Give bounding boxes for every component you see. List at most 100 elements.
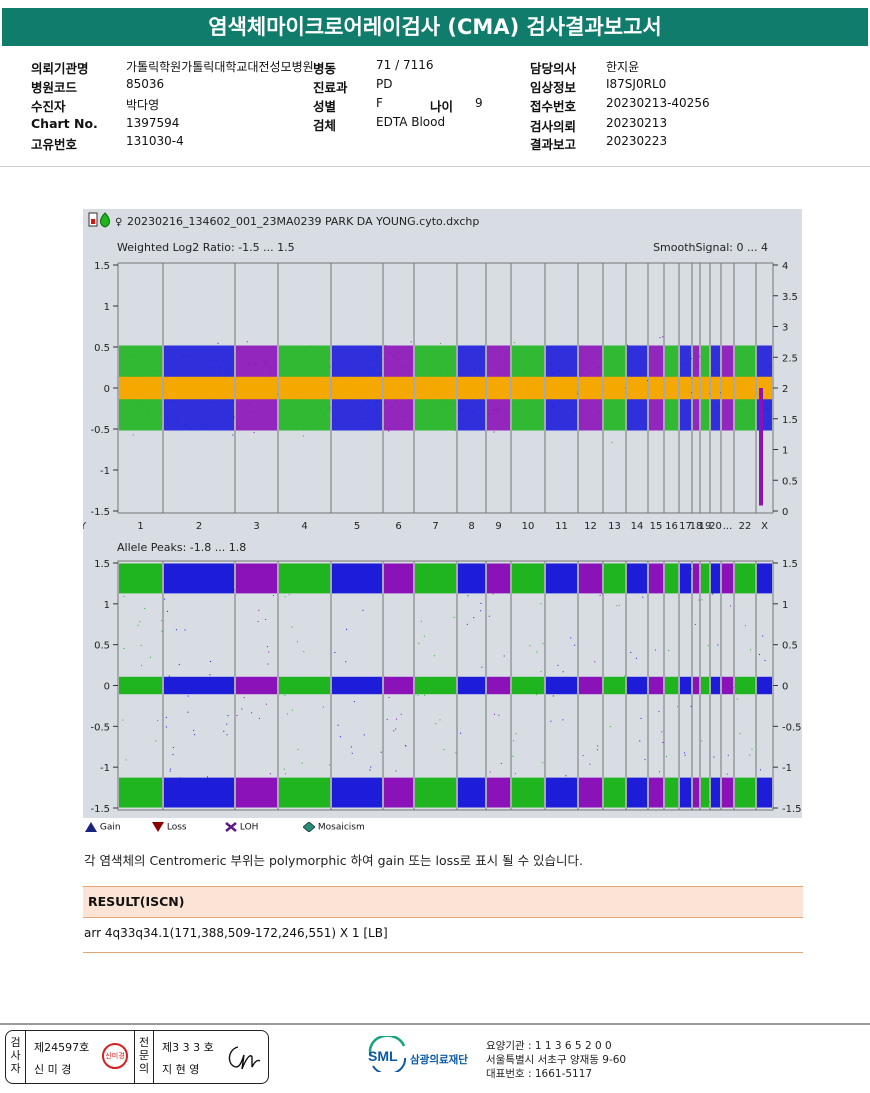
tick-label: 2 bbox=[782, 384, 788, 395]
scatter-point bbox=[713, 756, 715, 758]
chromosome-label: 3 bbox=[253, 521, 259, 532]
chromosome-2-data bbox=[164, 563, 235, 808]
scatter-point bbox=[149, 656, 151, 658]
allele-peak-band bbox=[579, 777, 602, 808]
scatter-point bbox=[616, 605, 618, 607]
scatter-point bbox=[650, 401, 652, 403]
allele-peak-band bbox=[458, 563, 485, 594]
loss-triangle-icon bbox=[152, 822, 164, 832]
scatter-point bbox=[395, 718, 397, 720]
scatter-point bbox=[226, 365, 228, 367]
scatter-point bbox=[730, 605, 732, 607]
scatter-point bbox=[725, 353, 727, 355]
scatter-point bbox=[745, 781, 747, 783]
scatter-point bbox=[538, 358, 540, 360]
chromosome-17-data bbox=[680, 563, 692, 808]
scatter-point bbox=[265, 618, 267, 620]
scatter-point bbox=[241, 708, 243, 710]
scatter-point bbox=[551, 405, 553, 407]
scatter-point bbox=[303, 424, 305, 426]
scatter-point bbox=[472, 399, 474, 401]
info-label: 병동 bbox=[313, 61, 337, 76]
chromosome-label: Y bbox=[83, 521, 87, 532]
info-label: 임상정보 bbox=[530, 80, 577, 95]
scatter-point bbox=[265, 703, 267, 705]
chromosome-3-data bbox=[236, 563, 277, 808]
scatter-point bbox=[365, 418, 367, 420]
smooth-signal-band bbox=[458, 376, 485, 400]
scatter-point bbox=[507, 788, 509, 790]
scatter-point bbox=[362, 609, 364, 611]
tick-label: 1.5 bbox=[94, 559, 110, 570]
scatter-point bbox=[453, 616, 455, 618]
scatter-point bbox=[532, 400, 534, 402]
scatter-point bbox=[536, 359, 538, 361]
scatter-point bbox=[580, 678, 582, 680]
scatter-point bbox=[666, 755, 668, 757]
scatter-point bbox=[408, 370, 410, 372]
scatter-point bbox=[225, 357, 227, 359]
scatter-point bbox=[499, 357, 501, 359]
scatter-point bbox=[206, 776, 208, 778]
scatter-point bbox=[552, 372, 554, 374]
tick-label: 0 bbox=[782, 507, 788, 518]
scatter-point bbox=[371, 573, 373, 575]
info-value: 20230213-40256 bbox=[606, 96, 710, 110]
chromosome-11-data bbox=[546, 345, 578, 431]
scatter-point bbox=[379, 372, 381, 374]
scatter-point bbox=[255, 364, 257, 366]
scatter-point bbox=[668, 411, 670, 413]
tick-label: 3.5 bbox=[782, 292, 798, 303]
scatter-point bbox=[375, 355, 377, 357]
result-text: arr 4q33q34.1(171,388,509-172,246,551) X… bbox=[84, 926, 388, 940]
scatter-point bbox=[447, 374, 449, 376]
info-label: 나이 bbox=[430, 99, 454, 114]
scatter-point bbox=[177, 404, 179, 406]
scatter-point bbox=[671, 684, 673, 686]
chromosome-label: 18 bbox=[690, 521, 703, 532]
scatter-point bbox=[513, 371, 515, 373]
info-label: 병원코드 bbox=[31, 80, 78, 95]
scatter-point bbox=[299, 677, 301, 679]
scatter-point bbox=[538, 367, 540, 369]
chromosome-8-data bbox=[458, 563, 485, 808]
tick-label: -1.5 bbox=[782, 804, 802, 815]
allele-peak-band bbox=[701, 563, 709, 594]
chromosome-6-data bbox=[384, 341, 413, 432]
scatter-point bbox=[633, 400, 635, 402]
scatter-point bbox=[244, 401, 246, 403]
scatter-point bbox=[289, 398, 291, 400]
scatter-point bbox=[762, 795, 764, 797]
scatter-point bbox=[389, 352, 391, 354]
scatter-point bbox=[459, 794, 461, 796]
info-value: 20230213 bbox=[606, 116, 668, 130]
smooth-signal-band bbox=[512, 376, 544, 400]
scatter-point bbox=[165, 716, 167, 718]
allele-peak-band bbox=[604, 676, 625, 695]
scatter-point bbox=[268, 651, 270, 653]
tick-label: 1.5 bbox=[94, 261, 110, 272]
chromosome-1-data bbox=[119, 563, 163, 808]
legend-label: LOH bbox=[239, 822, 259, 833]
scatter-point bbox=[267, 663, 269, 665]
scatter-point bbox=[161, 630, 163, 632]
chromosome-label: 6 bbox=[395, 521, 401, 532]
scatter-point bbox=[346, 628, 348, 630]
scatter-point bbox=[209, 674, 211, 676]
scatter-point bbox=[480, 610, 482, 612]
scatter-point bbox=[301, 399, 303, 401]
scatter-point bbox=[144, 367, 146, 369]
scatter-point bbox=[540, 671, 542, 673]
scatter-point bbox=[248, 403, 250, 405]
allele-peak-band bbox=[384, 676, 413, 695]
scatter-point bbox=[391, 356, 393, 358]
scatter-point bbox=[323, 588, 325, 590]
allele-peak-band bbox=[680, 563, 691, 594]
scatter-point bbox=[460, 732, 462, 734]
info-label: 수진자 bbox=[31, 99, 66, 114]
scatter-point bbox=[155, 740, 157, 742]
scatter-point bbox=[438, 400, 440, 402]
scatter-point bbox=[489, 771, 491, 773]
scatter-point bbox=[281, 369, 283, 371]
scatter-point bbox=[590, 372, 592, 374]
